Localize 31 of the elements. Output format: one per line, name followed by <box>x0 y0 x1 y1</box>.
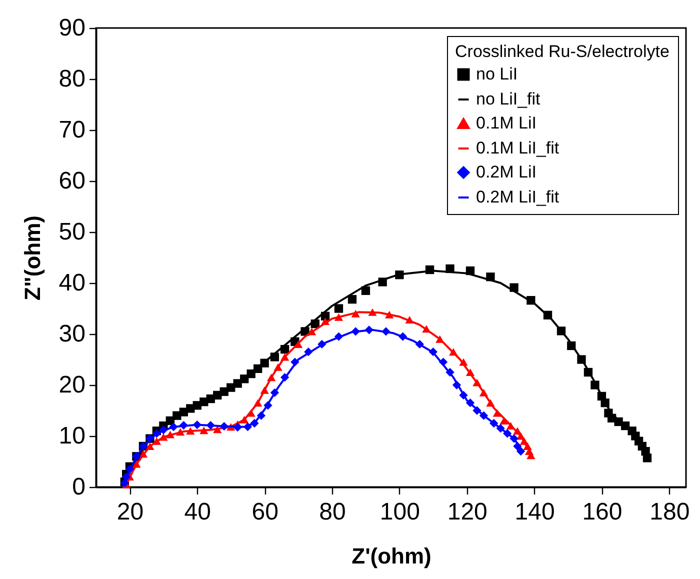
y-tick-label: 70 <box>58 116 86 144</box>
y-tick-label: 10 <box>58 422 86 450</box>
legend-label: 0.1M LiI <box>476 114 536 132</box>
legend-title: Crosslinked Ru-S/electrolyte <box>455 42 670 61</box>
legend-label: 0.2M LiI_fit <box>476 188 560 206</box>
y-tick-label: 20 <box>58 372 86 398</box>
point <box>334 304 344 313</box>
x-tick-label: 40 <box>184 498 211 526</box>
x-tick-label: 120 <box>447 498 488 526</box>
legend-label: 0.1M LiI_fit <box>476 138 560 158</box>
y-tick-label: 80 <box>58 66 86 92</box>
point <box>348 294 357 304</box>
x-tick-label: 20 <box>116 498 144 526</box>
point <box>642 454 652 462</box>
x-axis-title: Z'(ohm) <box>352 544 432 568</box>
y-tick-label: 60 <box>58 168 86 194</box>
y-tick-label: 90 <box>58 14 86 42</box>
y-tick-label: 40 <box>58 270 86 296</box>
y-axis-title: Z"(ohm) <box>20 216 45 300</box>
y-tick-label: 50 <box>58 218 86 246</box>
x-tick-label: 60 <box>252 498 278 526</box>
x-tick-label: 140 <box>514 498 555 526</box>
x-tick-label: 80 <box>319 498 346 526</box>
x-tick-label: 160 <box>582 498 622 526</box>
y-tick-label: 30 <box>58 320 86 348</box>
legend-label: no LiI_fit <box>476 90 541 108</box>
x-tick-label: 180 <box>650 498 690 526</box>
legend-label: no LiI <box>476 64 518 84</box>
y-tick-label: 0 <box>72 474 86 500</box>
legend-label: 0.2M LiI <box>476 162 536 182</box>
x-tick-label: 100 <box>380 498 420 526</box>
